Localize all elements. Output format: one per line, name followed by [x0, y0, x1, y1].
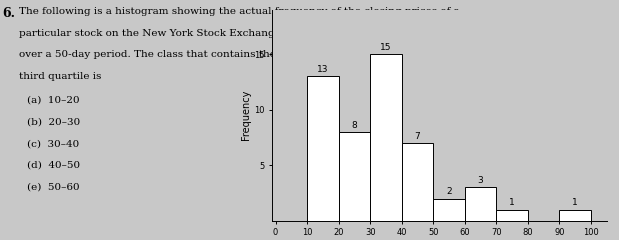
- Text: (c)  30–40: (c) 30–40: [27, 139, 79, 148]
- Bar: [560, 210, 591, 221]
- Text: 13: 13: [317, 65, 329, 74]
- Text: over a 50-day period. The class that contains the: over a 50-day period. The class that con…: [19, 50, 276, 59]
- Text: 1: 1: [572, 198, 578, 207]
- Text: 7: 7: [415, 132, 420, 141]
- Bar: [370, 54, 402, 221]
- Text: third quartile is: third quartile is: [19, 72, 102, 81]
- Y-axis label: Frequency: Frequency: [241, 90, 251, 140]
- Text: 15: 15: [380, 43, 392, 52]
- Text: (a)  10–20: (a) 10–20: [27, 96, 80, 105]
- Text: 3: 3: [478, 176, 483, 185]
- Bar: [307, 76, 339, 221]
- Text: The following is a histogram showing the actual frequency of the closing prices : The following is a histogram showing the…: [19, 7, 460, 16]
- Text: (e)  50–60: (e) 50–60: [27, 182, 80, 192]
- Bar: [433, 198, 465, 221]
- Bar: [402, 143, 433, 221]
- Text: 8: 8: [352, 121, 357, 130]
- Text: particular stock on the New York Stock Exchange: particular stock on the New York Stock E…: [19, 29, 281, 38]
- Text: 6.: 6.: [2, 7, 15, 20]
- Bar: [465, 187, 496, 221]
- Bar: [339, 132, 370, 221]
- Bar: [496, 210, 528, 221]
- Text: (b)  20–30: (b) 20–30: [27, 118, 80, 127]
- Text: 2: 2: [446, 187, 452, 196]
- Text: 1: 1: [509, 198, 515, 207]
- Text: (d)  40–50: (d) 40–50: [27, 161, 80, 170]
